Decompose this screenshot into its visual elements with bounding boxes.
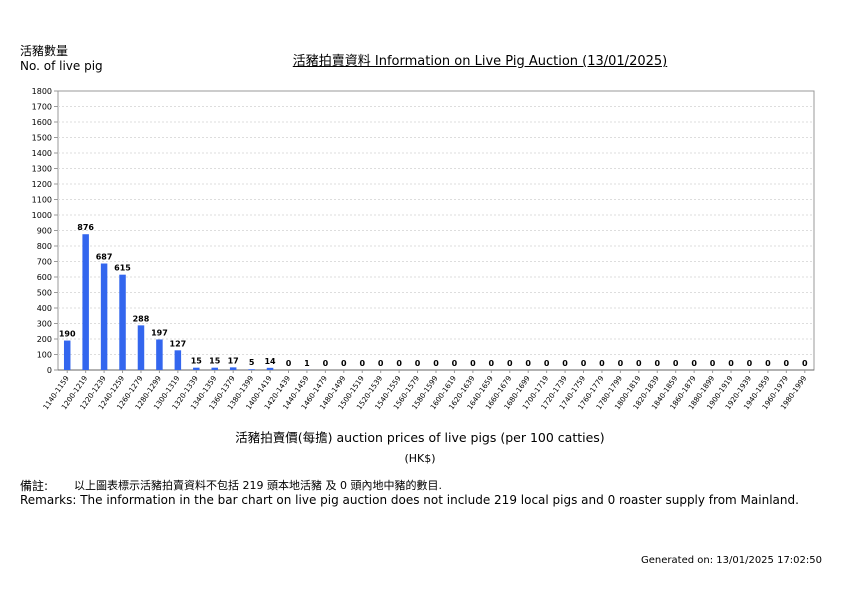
y-tick-label: 100 — [37, 351, 52, 360]
x-axis-unit: (HK$) — [404, 452, 436, 465]
data-label: 0 — [341, 359, 347, 368]
data-label: 0 — [581, 359, 587, 368]
data-label: 127 — [170, 339, 187, 348]
y-tick-label: 1600 — [32, 118, 52, 127]
y-tick-label: 400 — [37, 304, 52, 313]
data-label: 0 — [599, 359, 605, 368]
data-label: 15 — [209, 357, 221, 366]
data-label: 0 — [396, 359, 402, 368]
data-label: 1 — [304, 359, 310, 368]
data-label: 15 — [191, 357, 203, 366]
data-label: 0 — [415, 359, 421, 368]
bar — [100, 263, 108, 370]
y-tick-label: 1300 — [32, 165, 52, 174]
data-label: 0 — [507, 359, 513, 368]
bar-chart: 0100200300400500600700800900100011001200… — [32, 87, 815, 411]
data-label: 0 — [452, 359, 458, 368]
y-tick-label: 1700 — [32, 103, 52, 112]
data-label: 17 — [228, 356, 239, 365]
y-tick-label: 800 — [37, 242, 52, 251]
data-label: 288 — [133, 314, 150, 323]
data-label: 0 — [323, 359, 329, 368]
data-label: 0 — [802, 359, 808, 368]
y-tick-label: 200 — [37, 335, 52, 344]
bar — [82, 234, 89, 370]
data-label: 0 — [378, 359, 384, 368]
data-label: 0 — [691, 359, 697, 368]
data-label: 197 — [151, 328, 168, 337]
data-label: 14 — [264, 357, 276, 366]
bar — [174, 350, 182, 370]
bar — [248, 369, 255, 370]
y-tick-label: 1200 — [32, 180, 52, 189]
x-axis-title: 活豬拍賣價(每擔) auction prices of live pigs (p… — [235, 430, 605, 445]
bar — [229, 367, 237, 370]
remarks-text-zh: 以上圖表標示活豬拍賣資料不包括 219 頭本地活豬 及 0 頭內地中豬的數目. — [74, 479, 442, 492]
bar — [156, 339, 163, 370]
y-tick-label: 1400 — [32, 149, 52, 158]
data-label: 615 — [114, 264, 131, 273]
data-label: 687 — [96, 253, 113, 262]
y-tick-label: 900 — [37, 227, 52, 236]
remarks-text-en: Remarks: The information in the bar char… — [20, 493, 799, 507]
data-label: 190 — [59, 330, 76, 339]
data-label: 876 — [77, 223, 94, 232]
data-label: 0 — [747, 359, 753, 368]
bar — [63, 340, 71, 370]
y-tick-label: 500 — [37, 289, 52, 298]
data-label: 0 — [710, 359, 716, 368]
data-label: 5 — [249, 358, 255, 367]
y-axis-label-zh: 活豬數量 — [20, 44, 69, 58]
data-label: 0 — [433, 359, 439, 368]
data-label: 0 — [489, 359, 495, 368]
data-label: 0 — [359, 359, 365, 368]
y-tick-label: 1000 — [32, 211, 52, 220]
bar — [119, 274, 126, 370]
data-label: 0 — [544, 359, 550, 368]
chart-title: 活豬拍賣資料 Information on Live Pig Auction (… — [292, 54, 668, 69]
data-label: 0 — [618, 359, 624, 368]
data-label: 0 — [470, 359, 476, 368]
y-tick-label: 600 — [37, 273, 52, 282]
remarks-label-zh: 備註: — [20, 479, 49, 493]
bar — [266, 367, 274, 370]
generated-timestamp: Generated on: 13/01/2025 17:02:50 — [641, 555, 822, 566]
y-tick-label: 0 — [47, 366, 52, 375]
data-label: 0 — [525, 359, 531, 368]
data-label: 0 — [784, 359, 790, 368]
data-label: 0 — [673, 359, 679, 368]
y-tick-label: 300 — [37, 320, 52, 329]
y-tick-label: 700 — [37, 258, 52, 267]
data-label: 0 — [728, 359, 734, 368]
y-tick-label: 1800 — [32, 87, 52, 96]
data-label: 0 — [765, 359, 771, 368]
y-tick-label: 1100 — [32, 196, 52, 205]
y-axis-label-en: No. of live pig — [20, 59, 103, 73]
bar — [211, 367, 218, 370]
bar — [137, 325, 145, 370]
bar — [193, 367, 200, 370]
data-label: 0 — [562, 359, 568, 368]
data-label: 0 — [286, 359, 292, 368]
data-label: 0 — [654, 359, 660, 368]
data-label: 0 — [636, 359, 642, 368]
y-tick-label: 1500 — [32, 134, 52, 143]
